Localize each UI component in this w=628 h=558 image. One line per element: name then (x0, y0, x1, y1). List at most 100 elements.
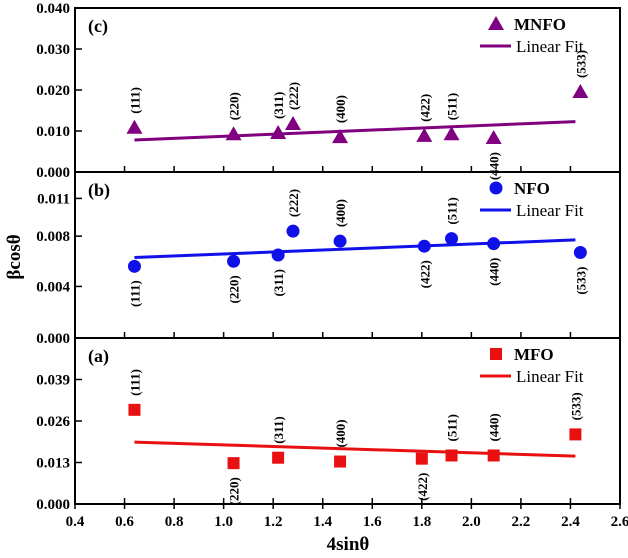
x-tick-label: 1.0 (214, 514, 233, 530)
x-tick-label: 0.6 (115, 514, 134, 530)
peak-label: (220) (227, 477, 242, 505)
legend-marker (489, 181, 503, 195)
data-point (415, 452, 428, 465)
peak-label: (422) (415, 473, 430, 501)
data-point (333, 234, 347, 248)
peak-label: (511) (445, 414, 460, 441)
data-point (572, 84, 589, 99)
peak-label: (440) (487, 258, 502, 286)
legend-marker (488, 16, 504, 30)
panel-label: (c) (88, 16, 108, 37)
data-point (334, 455, 347, 468)
peak-label: (440) (487, 152, 502, 180)
panel-label: (b) (88, 180, 110, 201)
y-tick-label: 0.008 (36, 229, 70, 245)
data-point (416, 127, 433, 142)
data-point (569, 428, 582, 441)
panels: 0.000 0.010 0.020 0.030 0.040 (c) (111) (220) (3… (36, 1, 621, 513)
y-tick-label: 0.010 (36, 124, 70, 140)
peak-label: (311) (271, 416, 286, 443)
legend-series-name: MNFO (514, 15, 566, 34)
data-point (445, 449, 458, 462)
y-tick-label: 0.000 (36, 165, 70, 181)
legend-series-name: MFO (514, 345, 554, 364)
data-point (417, 239, 431, 253)
data-point (285, 116, 301, 131)
peak-label: (511) (445, 93, 460, 120)
fit-line (134, 440, 576, 458)
data-point (445, 232, 459, 246)
y-tick-label: 0.011 (37, 191, 70, 207)
x-tick-label: 0.4 (66, 514, 85, 530)
legend-series-name: NFO (514, 179, 550, 198)
legend-marker (490, 348, 502, 360)
x-tick-label: 0.8 (165, 514, 184, 530)
data-point (487, 237, 501, 251)
peak-label: (111) (127, 87, 142, 114)
x-tick-label: 2.4 (561, 514, 580, 530)
data-point (286, 224, 300, 238)
peak-label: (400) (333, 95, 348, 123)
data-point (573, 245, 587, 259)
peak-label: (422) (417, 94, 432, 122)
y-tick-label: 0.000 (36, 331, 70, 347)
y-tick-label: 0.004 (36, 279, 70, 295)
data-point (443, 126, 460, 141)
y-tick-label: 0.020 (36, 83, 70, 99)
y-tick-label: 0.000 (36, 497, 70, 513)
panel-label: (a) (88, 346, 109, 367)
x-tick-label: 1.8 (412, 514, 431, 530)
y-tick-label: 0.013 (36, 456, 70, 472)
peak-label: (220) (227, 275, 242, 303)
legend-fit-name: Linear Fit (516, 37, 584, 56)
x-tick-label: 1.6 (363, 514, 382, 530)
data-point (485, 129, 502, 144)
panel-c: 0.000 0.010 0.020 0.030 0.040 (c) (111) (220) (3… (36, 1, 621, 181)
peak-label: (533) (573, 266, 588, 294)
panel-b: 0.000 0.004 0.008 0.011 (b) (111) (220) (311) (2… (36, 171, 621, 347)
data-point (332, 129, 349, 144)
data-point (126, 119, 143, 134)
peak-label: (511) (445, 197, 460, 224)
peak-label: (220) (227, 92, 242, 120)
legend-fit-name: Linear Fit (516, 201, 584, 220)
data-point (127, 259, 141, 273)
data-point (128, 403, 141, 416)
y-tick-label: 0.030 (36, 42, 70, 58)
peak-label: (400) (333, 199, 348, 227)
data-point (225, 126, 242, 141)
data-point (487, 449, 500, 462)
panel-a: 0.000 0.013 0.026 0.039 (a) (111) (220) (311) (4… (36, 337, 621, 513)
x-axis: 0.4 0.6 0.8 1.0 1.2 1.4 1.6 1.8 2.0 2.2 2.4 2.6 (66, 504, 628, 530)
peak-label: (111) (127, 280, 142, 307)
legend-fit-name: Linear Fit (516, 367, 584, 386)
peak-label: (400) (333, 419, 348, 447)
y-axis-title: βcosθ (4, 234, 25, 279)
peak-label: (533) (573, 50, 588, 78)
y-tick-label: 0.039 (36, 373, 70, 389)
x-tick-label: 2.6 (611, 514, 628, 530)
x-axis-title: 4sinθ (327, 534, 370, 555)
y-tick-label: 0.040 (36, 1, 70, 17)
peak-label: (222) (286, 189, 301, 217)
y-tick-label: 0.026 (36, 414, 70, 430)
data-point (271, 248, 285, 262)
data-point (270, 125, 287, 140)
peak-label: (533) (568, 392, 583, 420)
peak-label: (111) (127, 369, 142, 396)
peak-label: (222) (286, 82, 301, 110)
fit-line (134, 238, 576, 260)
peak-label: (311) (271, 269, 286, 296)
peak-label: (311) (271, 92, 286, 119)
x-tick-label: 1.4 (313, 514, 332, 530)
x-tick-label: 2.2 (512, 514, 531, 530)
x-tick-label: 2.0 (462, 514, 481, 530)
data-point (272, 451, 285, 464)
data-point (227, 254, 241, 268)
x-tick-label: 1.2 (264, 514, 283, 530)
fit-line (134, 120, 576, 142)
peak-label: (422) (417, 260, 432, 288)
peak-label: (440) (487, 413, 502, 441)
data-point (227, 457, 240, 470)
